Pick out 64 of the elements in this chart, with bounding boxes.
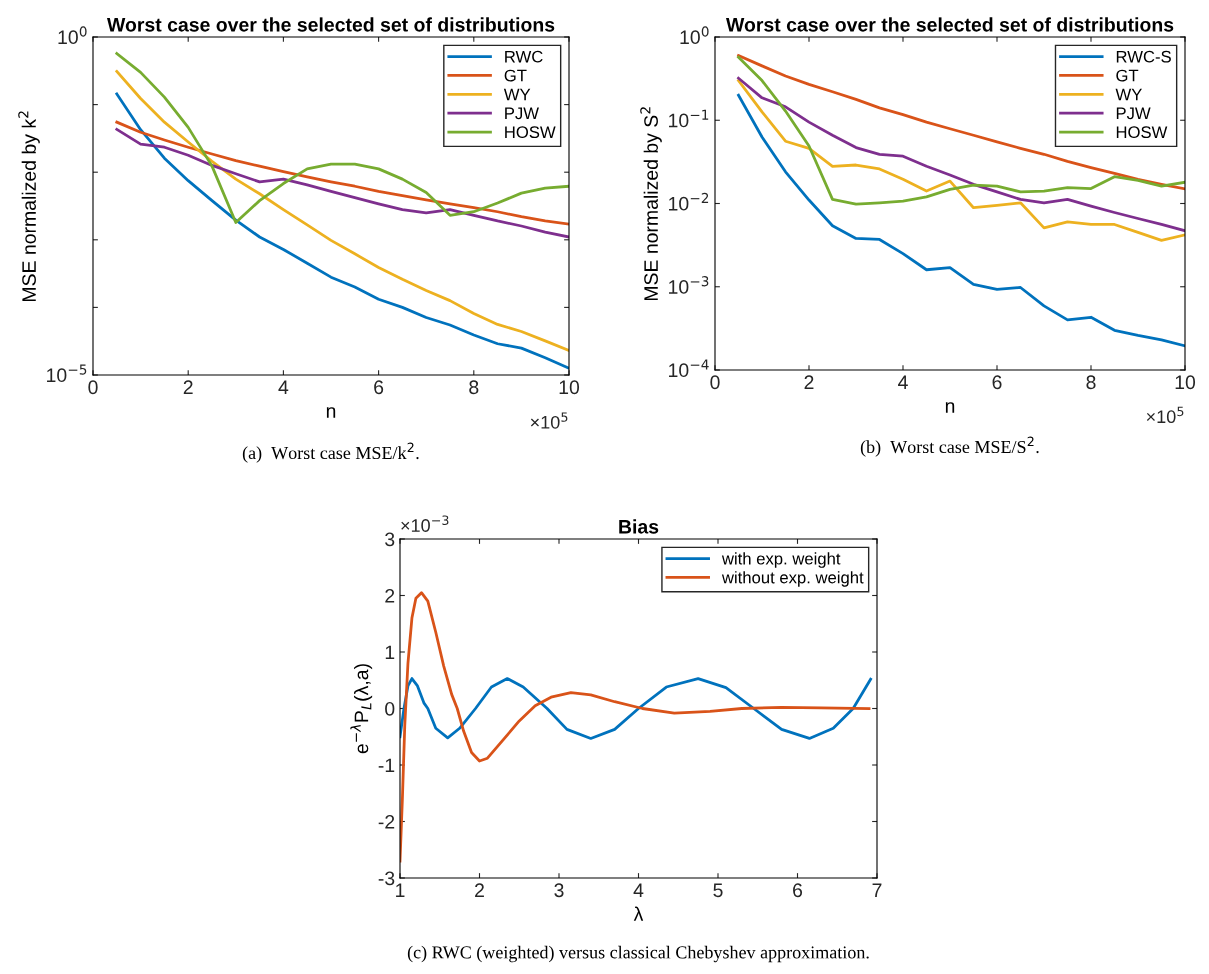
y-axis-title: e$^{−λ}$P$_{L}$(λ,a) — [350, 664, 373, 754]
x-tick-label: 8 — [1086, 375, 1096, 390]
y-tick-label: 10$^{0}$ — [58, 26, 87, 45]
line-series — [115, 52, 569, 224]
y-tick-label: 2 — [385, 588, 395, 603]
y-tick-label: 10$^{−5}$ — [47, 364, 87, 383]
legend-label: WY — [503, 88, 531, 101]
text: (b) Worst case MSE/S$^{2}$. — [860, 436, 1039, 457]
x-tick-label: 4 — [278, 380, 289, 394]
line-series — [115, 120, 569, 226]
y-tick-label: -3 — [378, 871, 395, 886]
x-tick-label: 10 — [1175, 375, 1196, 390]
x-axis-title: n — [945, 402, 955, 413]
text: (c) RWC (weighted) versus classical Chebyshev approximation. — [407, 945, 869, 963]
x-tick-label: 2 — [183, 380, 193, 394]
y-axis-title: MSE normalized by k$^{2}$ — [18, 111, 40, 302]
y-tick-label: 10$^{0}$ — [680, 26, 709, 45]
legend-label: RWC — [505, 50, 543, 63]
x-axis-title: n — [326, 407, 336, 418]
x-tick-label: 0 — [710, 375, 720, 390]
legend-label: HOSW — [505, 126, 556, 139]
x-tick-label: 5 — [713, 883, 723, 898]
x-tick-label: 8 — [469, 380, 479, 395]
text: (a) Worst case MSE/k$^{2}$. — [242, 442, 419, 463]
chart-title: Worst case over the selected set of distributions — [726, 17, 1174, 32]
y-tick-label: 10$^{−3}$ — [669, 276, 709, 294]
y-tick-label: 10$^{−4}$ — [669, 359, 709, 378]
legend-label: GT — [504, 69, 527, 82]
y-tick-label: 10$^{−2}$ — [669, 192, 709, 211]
chart-title: Bias — [619, 519, 659, 534]
legend-label: PJW — [505, 107, 539, 120]
x-tick-label: 2 — [804, 375, 814, 389]
y-tick-label: 1 — [385, 645, 395, 660]
legend-label: HOSW — [1116, 126, 1168, 139]
legend-label: RWC-S — [1116, 50, 1171, 63]
x-tick-label: 6 — [374, 380, 384, 395]
y-tick-label: 10$^{−1}$ — [669, 109, 709, 128]
legend-label: WY — [1115, 88, 1142, 101]
y-tick-label: 3 — [385, 532, 395, 547]
text: ×10$^{5}$ — [1146, 406, 1184, 424]
x-tick-label: 0 — [88, 380, 98, 395]
legend-label: without exp. weight — [721, 571, 864, 587]
legend-label: with exp. weight — [721, 552, 841, 568]
x-tick-label: 4 — [898, 375, 908, 389]
x-tick-label: 7 — [872, 883, 882, 897]
y-tick-label: 0 — [385, 701, 395, 716]
y-tick-label: -1 — [378, 758, 395, 773]
x-tick-label: 2 — [475, 883, 484, 897]
x-axis-title: λ — [633, 906, 644, 921]
text: ×10$^{5}$ — [530, 412, 568, 429]
x-tick-label: 3 — [554, 883, 564, 898]
x-tick-label: 4 — [633, 883, 644, 897]
x-tick-label: 6 — [992, 375, 1002, 390]
x-tick-label: 10 — [559, 380, 580, 395]
x-tick-label: 1 — [396, 883, 405, 897]
line-series — [115, 127, 569, 239]
legend-label: GT — [1116, 69, 1139, 82]
legend-label: PJW — [1116, 107, 1151, 120]
y-tick-label: -2 — [378, 814, 395, 829]
text: ×10$^{−3}$ — [401, 515, 449, 532]
y-axis-title: MSE normalized by S$^{2}$ — [640, 107, 662, 301]
x-tick-label: 6 — [793, 883, 803, 898]
line-series — [400, 677, 873, 740]
chart-title: Worst case over the selected set of distributions — [107, 17, 555, 32]
